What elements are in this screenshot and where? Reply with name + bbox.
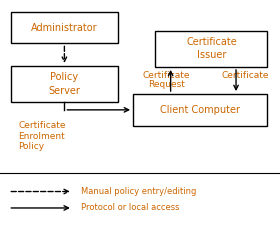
Bar (155, 31, 267, 67)
Bar (11, 66, 118, 102)
Text: Certificate: Certificate (18, 121, 66, 130)
Text: Administrator: Administrator (31, 23, 98, 33)
Text: Certificate: Certificate (186, 37, 237, 47)
Bar (133, 94, 267, 126)
Text: Policy: Policy (18, 142, 44, 151)
Text: Protocol or local access: Protocol or local access (81, 204, 180, 212)
Text: Request: Request (148, 80, 185, 89)
Text: Enrolment: Enrolment (18, 132, 65, 141)
Text: Manual policy entry/editing: Manual policy entry/editing (81, 187, 197, 196)
Text: Server: Server (48, 86, 80, 96)
Text: Policy: Policy (50, 72, 78, 82)
Text: Certificate: Certificate (143, 71, 190, 80)
Text: Issuer: Issuer (197, 50, 226, 60)
Bar (11, 12, 118, 43)
Text: Certificate: Certificate (221, 71, 269, 80)
Text: Client Computer: Client Computer (160, 105, 240, 115)
